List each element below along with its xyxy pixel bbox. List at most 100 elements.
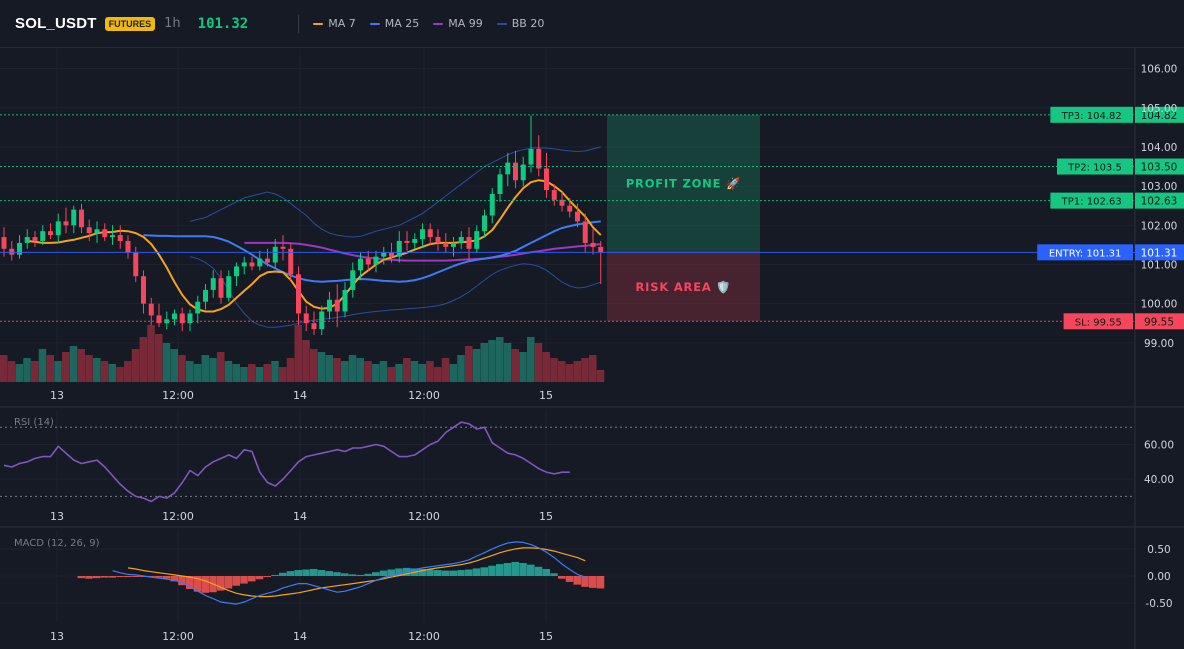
candle-body [427, 229, 433, 238]
volume-bar [31, 361, 39, 382]
candle-body [195, 301, 201, 314]
candle-body [1, 237, 7, 249]
volume-bar [410, 361, 419, 382]
macd-histogram-bar [155, 576, 163, 578]
macd-histogram-bar [542, 568, 550, 576]
x-tick-label: 14 [293, 389, 307, 402]
candle-body [505, 162, 511, 175]
volume-bar [534, 343, 543, 382]
candle-body [55, 221, 61, 236]
candle-body [110, 235, 115, 238]
volume-bar [302, 340, 310, 382]
level-tag [1037, 244, 1133, 261]
legend-bb20[interactable]: BB 20 [496, 17, 545, 30]
volume-bar [589, 355, 597, 382]
macd-histogram-bar [232, 576, 240, 586]
macd-histogram-bar [558, 576, 566, 579]
futures-badge: FUTURES [104, 16, 156, 31]
macd-histogram-bar [527, 564, 535, 576]
volume-bar [162, 343, 171, 382]
candle-body [575, 211, 580, 222]
macd-histogram-bar [201, 576, 209, 593]
macd-histogram-bar [178, 576, 186, 586]
macd-histogram-bar [124, 576, 132, 578]
volume-bar [333, 358, 341, 382]
ma25-line [143, 220, 601, 283]
legend-ma25-label: MA 25 [384, 17, 420, 30]
candle-body [24, 237, 30, 243]
rsi-y-tick-label: 40.00 [1144, 474, 1174, 486]
volume-bar [387, 367, 395, 382]
candle-body [172, 313, 177, 320]
volume-bar [46, 355, 54, 382]
volume-bar [449, 364, 457, 382]
candle-body [148, 303, 154, 316]
macd-histogram-bar [294, 570, 302, 576]
level-tag-label: TP3: 104.82 [1061, 111, 1122, 122]
candle-body [179, 313, 185, 324]
x-tick-label: 14 [293, 510, 307, 523]
candle-body [241, 262, 247, 267]
macd-histogram-bar [131, 576, 140, 577]
rsi-y-tick-label: 60.00 [1144, 440, 1174, 452]
macd-histogram-bar [364, 573, 372, 576]
legend-ma99[interactable]: MA 99 [433, 17, 483, 30]
candle-body [358, 258, 363, 271]
volume-bar [217, 352, 225, 382]
x-tick-label: 13 [50, 389, 64, 402]
volume-bar [93, 358, 101, 382]
candle-body [497, 174, 503, 194]
level-tag [1063, 313, 1133, 330]
volume-bar [465, 346, 473, 382]
level-tag-label: TP1: 102.63 [1061, 197, 1122, 208]
candle-body [536, 148, 542, 169]
candle-body [272, 246, 278, 263]
level-price-tag [1135, 158, 1184, 175]
candle-body [94, 229, 100, 234]
macd-histogram-bar [457, 570, 465, 576]
macd-histogram-bar [589, 576, 597, 588]
macd-histogram-bar [217, 576, 225, 591]
candles [1, 115, 604, 335]
macd-histogram-bar [534, 566, 543, 576]
candle-body [404, 240, 410, 243]
legend-ma7[interactable]: MA 7 [313, 17, 356, 30]
volume-bar [155, 334, 163, 382]
volume-bar [527, 337, 535, 382]
candle-body [86, 227, 92, 234]
volume-bar [310, 349, 318, 382]
candle-body [280, 246, 286, 249]
candle-body [226, 276, 232, 298]
symbol-name[interactable]: SOL_USDT [15, 15, 97, 32]
volume-bar [356, 358, 364, 382]
x-tick-label: 12:00 [408, 510, 440, 523]
macd-histogram-bar [472, 568, 481, 576]
macd-signal-line [127, 547, 586, 598]
candle-body [9, 248, 15, 255]
volume-bar [248, 364, 256, 382]
level-tag-label: TP2: 103.5 [1067, 163, 1122, 174]
timeframe-selector[interactable]: 1h [164, 16, 181, 31]
legend-bb20-label: BB 20 [511, 17, 545, 30]
volume-bar [69, 346, 78, 382]
legend-ma25[interactable]: MA 25 [369, 17, 420, 30]
volume-bar [418, 364, 426, 382]
x-tick-label: 12:00 [408, 389, 440, 402]
volume-bar [232, 364, 240, 382]
macd-histogram-bar [108, 576, 116, 578]
volume-bar [124, 361, 132, 382]
volume-bar [139, 337, 147, 382]
volume-bar [457, 355, 465, 382]
volume-bar [108, 364, 116, 382]
candle-body [218, 278, 224, 298]
ma25-swatch [369, 22, 380, 25]
volume-bar [7, 361, 16, 382]
last-price: 101.32 [197, 15, 249, 32]
volume-bar [0, 355, 8, 382]
x-tick-label: 15 [539, 630, 553, 643]
macd-histogram-bar [286, 571, 295, 576]
candle-body [420, 229, 425, 240]
volume-bar [341, 361, 349, 382]
macd-histogram-bar [441, 570, 450, 576]
